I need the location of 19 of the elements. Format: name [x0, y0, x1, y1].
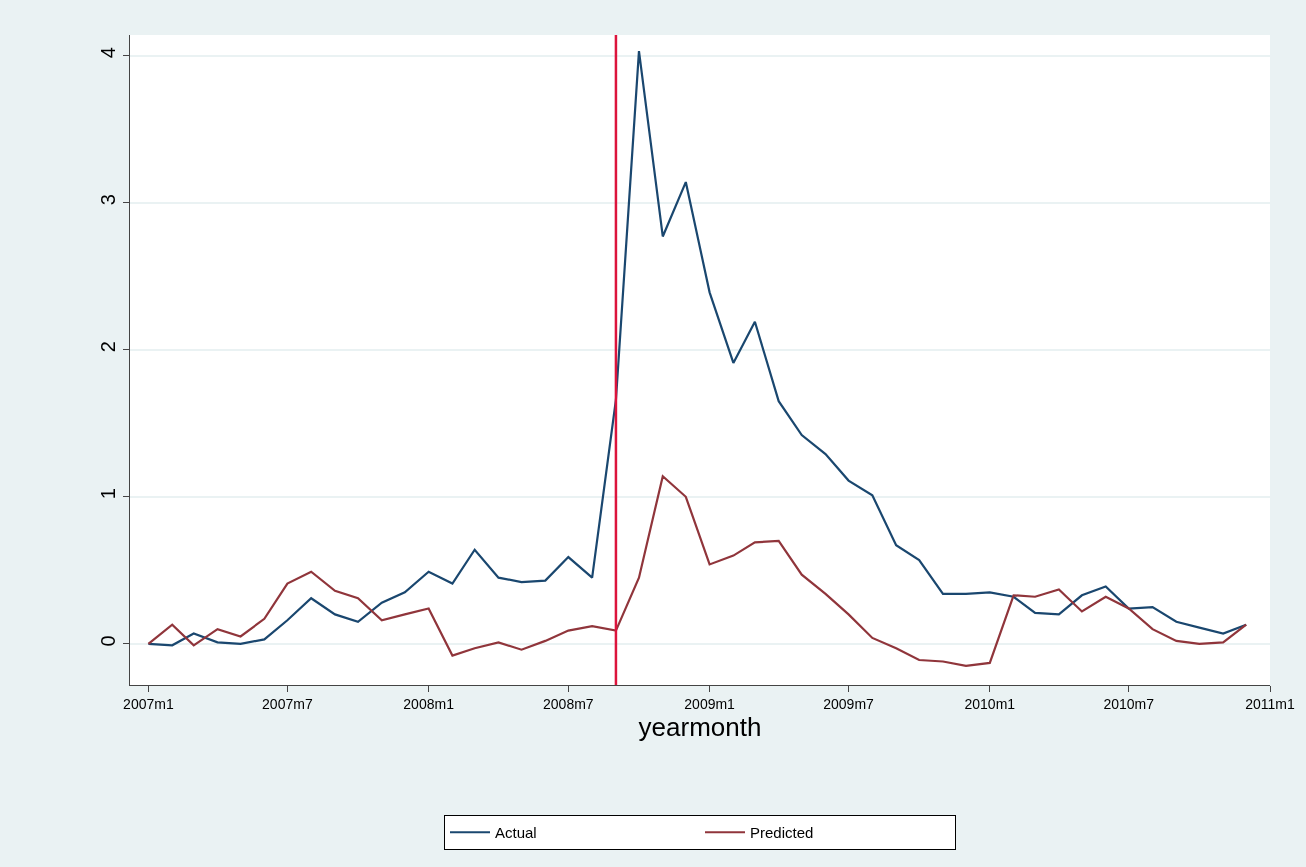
- x-tick-label: 2009m1: [684, 695, 736, 712]
- y-tick-label: 1: [97, 488, 119, 500]
- x-axis-title: yearmonth: [638, 711, 762, 742]
- line-series: [147, 475, 1248, 667]
- x-tick-label: 2010m1: [964, 695, 1016, 712]
- x-tick-label: 2008m7: [543, 695, 594, 712]
- legend-label: Predicted: [750, 824, 814, 842]
- x-tick-label: 2009m7: [823, 695, 875, 712]
- x-tick-label: 2007m1: [123, 695, 174, 712]
- y-tick-label: 0: [97, 635, 119, 647]
- y-tick-label: 4: [97, 47, 119, 59]
- x-tick-label: 2011m1: [1245, 695, 1295, 712]
- legend-label: Actual: [495, 824, 537, 842]
- y-tick-label: 3: [97, 194, 119, 206]
- x-tick-label: 2008m1: [403, 695, 455, 712]
- y-tick-label: 2: [97, 341, 119, 353]
- x-tick-label: 2010m7: [1103, 695, 1155, 712]
- line-series: [147, 50, 1248, 647]
- x-tick-label: 2007m7: [262, 695, 313, 712]
